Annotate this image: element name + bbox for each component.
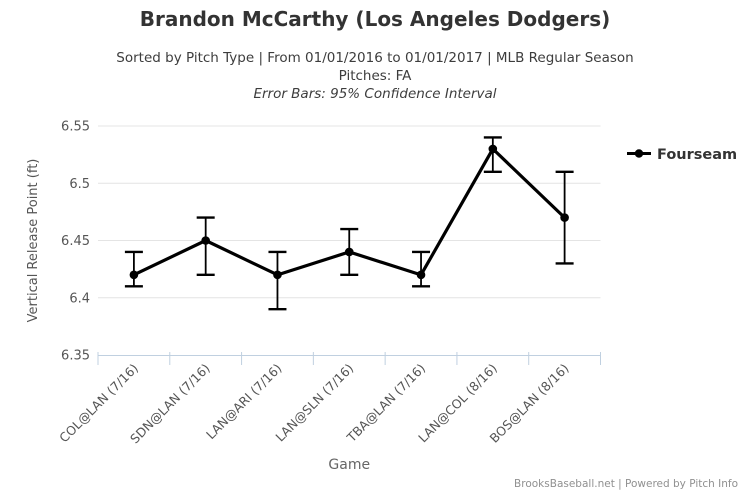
chart-credit: BrooksBaseball.net | Powered by Pitch In… — [514, 478, 738, 490]
legend-item-fourseam[interactable]: Fourseam — [627, 147, 737, 163]
data-point-marker[interactable] — [129, 270, 139, 280]
chart-subtitle-pitches: Pitches: FA — [338, 68, 412, 84]
legend-label: Fourseam — [657, 147, 737, 163]
y-tick-label: 6.35 — [61, 349, 90, 364]
data-point-marker[interactable] — [416, 270, 426, 280]
data-point-marker[interactable] — [560, 213, 569, 222]
x-tick-label: TBA@LAN (7/16) — [343, 361, 428, 446]
x-tick-label: LAN@SLN (7/16) — [272, 361, 356, 445]
error-bar — [412, 250, 431, 288]
chart-subtitle-errorbars: Error Bars: 95% Confidence Interval — [253, 86, 497, 102]
y-axis-title: Vertical Release Point (ft) — [26, 159, 41, 323]
y-tick-label: 6.5 — [69, 177, 90, 192]
x-tick-label: SDN@LAN (7/16) — [127, 361, 213, 447]
x-tick-label: LAN@COL (8/16) — [415, 361, 500, 446]
chart-subtitle-range: Sorted by Pitch Type | From 01/01/2016 t… — [116, 50, 634, 66]
y-tick-label: 6.55 — [61, 120, 90, 135]
error-bar — [483, 136, 502, 174]
legend-marker-icon — [634, 149, 644, 158]
page-title: Brandon McCarthy (Los Angeles Dodgers) — [139, 7, 611, 31]
x-tick-label: LAN@ARI (7/16) — [203, 361, 285, 443]
error-bar — [268, 250, 287, 311]
error-bar — [196, 216, 215, 277]
x-tick-label: BOS@LAN (8/16) — [486, 361, 571, 446]
data-point-marker[interactable] — [201, 236, 210, 245]
data-point-marker[interactable] — [273, 270, 282, 280]
x-axis-title: Game — [328, 457, 370, 473]
y-tick-label: 6.45 — [61, 234, 90, 249]
data-point-marker[interactable] — [344, 247, 354, 257]
error-bar — [124, 250, 143, 288]
y-tick-label: 6.4 — [69, 291, 90, 306]
data-point-marker[interactable] — [488, 144, 498, 154]
x-tick-label: COL@LAN (7/16) — [56, 361, 141, 446]
